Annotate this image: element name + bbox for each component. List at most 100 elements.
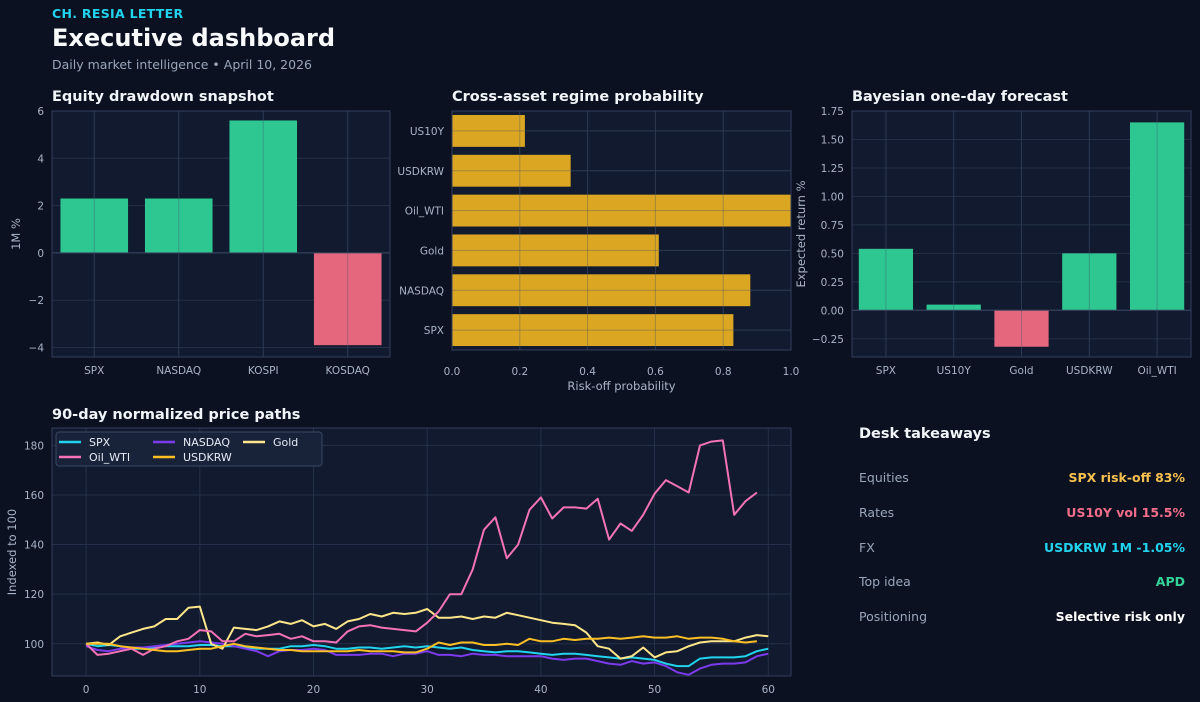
y-tick-label: 1.25 (821, 163, 844, 175)
legend-label: SPX (89, 436, 111, 449)
brand-label: CH. RESIA LETTER (52, 6, 184, 21)
y-tick-label: USDKRW (397, 166, 444, 178)
forecast-chart-title: Bayesian one-day forecast (852, 89, 1068, 105)
page-title: Executive dashboard (52, 24, 336, 52)
bar (229, 120, 298, 253)
x-tick-label: 10 (193, 684, 206, 696)
series-line-oil_wti (85, 439, 758, 656)
bar (858, 248, 914, 311)
y-tick-label: 140 (24, 540, 44, 552)
regime-chart: 0.0 0.2 0.4 0.6 0.8 1.0 SPX NASDAQ Gold Oil_WTI US… (397, 110, 800, 393)
y-tick-label: 0.25 (821, 277, 844, 289)
x-tick-label: 20 (307, 684, 320, 696)
y-tick-label: 4 (37, 153, 44, 165)
bar (144, 198, 213, 253)
x-tick-label: KOSPI (248, 365, 279, 377)
legend-label: Gold (273, 436, 298, 449)
bar (60, 198, 129, 253)
y-tick-label: −2 (29, 295, 44, 307)
bar (452, 234, 659, 267)
y-tick-label: 180 (24, 440, 44, 452)
page-subtitle: Daily market intelligence • April 10, 20… (52, 57, 312, 72)
y-tick-label: US10Y (410, 126, 445, 138)
y-tick-label: −0.25 (812, 334, 844, 346)
takeaway-row-positioning: Positioning Selective risk only (859, 609, 1185, 627)
x-tick-label: US10Y (937, 365, 972, 377)
plot-border (51, 427, 792, 677)
bar (313, 252, 382, 346)
takeaways-title: Desk takeaways (859, 426, 991, 442)
x-tick-label: USDKRW (1066, 365, 1113, 377)
y-tick-label: Oil_WTI (405, 206, 444, 218)
paths-chart-title: 90-day normalized price paths (52, 407, 301, 423)
x-tick-label: 0.8 (715, 366, 732, 378)
y-tick-label: 1.00 (821, 191, 844, 203)
x-tick-label: 0.6 (647, 366, 664, 378)
takeaway-value: APD (1155, 574, 1185, 589)
takeaway-value: USDKRW 1M -1.05% (1043, 540, 1185, 555)
takeaway-label: FX (859, 540, 875, 555)
y-axis-label: 1M % (9, 218, 23, 250)
takeaway-row-fx: FX USDKRW 1M -1.05% (859, 540, 1185, 558)
bar (926, 304, 981, 311)
y-axis-label: Indexed to 100 (5, 509, 19, 596)
series-line-spx (85, 642, 769, 668)
x-tick-label: NASDAQ (156, 365, 201, 377)
plot-border (451, 110, 792, 351)
y-tick-label: Gold (420, 245, 444, 257)
y-tick-label: −4 (29, 343, 45, 355)
takeaway-row-rates: Rates US10Y vol 15.5% (859, 505, 1185, 523)
paths-chart: 0 10 20 30 40 50 60 100 120 140 160 180 Indexed to 1… (5, 427, 792, 696)
legend-label: NASDAQ (183, 436, 230, 449)
takeaway-value: US10Y vol 15.5% (1066, 505, 1185, 520)
x-tick-label: 0 (83, 684, 90, 696)
y-tick-label: NASDAQ (399, 285, 444, 297)
x-tick-label: 1.0 (783, 366, 800, 378)
y-tick-label: 6 (37, 106, 44, 118)
y-tick-label: 1.75 (821, 106, 844, 118)
y-tick-label: 0.00 (821, 305, 844, 317)
bar (452, 114, 525, 147)
drawdown-chart: −4 −2 0 2 4 6 SPX NASDAQ KOSPI KOSDAQ 1M % (9, 106, 391, 377)
takeaway-row-equities: Equities SPX risk-off 83% (859, 470, 1185, 488)
legend-label: USDKRW (183, 451, 232, 464)
bar (452, 194, 791, 227)
x-tick-label: 50 (648, 684, 661, 696)
y-tick-label: 100 (24, 639, 44, 651)
y-tick-label: 0.75 (821, 220, 844, 232)
regime-chart-title: Cross-asset regime probability (452, 89, 704, 105)
plot-border (51, 110, 391, 358)
bar (452, 274, 751, 307)
x-tick-label: SPX (876, 365, 896, 377)
plot-border (851, 110, 1192, 358)
x-tick-label: 0.4 (579, 366, 596, 378)
x-tick-label: 60 (762, 684, 775, 696)
forecast-chart: −0.25 0.00 0.25 0.50 0.75 1.00 1.25 1.50 1.75 SPX… (794, 106, 1192, 377)
x-tick-label: Gold (1009, 365, 1033, 377)
series-line-usdkrw (86, 635, 758, 654)
takeaway-value: SPX risk-off 83% (1068, 470, 1185, 485)
y-tick-label: 0.50 (821, 248, 844, 260)
takeaway-label: Top idea (859, 574, 911, 589)
bar (452, 314, 734, 347)
x-tick-label: Oil_WTI (1137, 365, 1176, 377)
drawdown-chart-title: Equity drawdown snapshot (52, 89, 274, 105)
y-tick-label: 160 (24, 490, 44, 502)
takeaway-row-top-idea: Top idea APD (859, 574, 1185, 592)
bar (1129, 122, 1185, 311)
takeaway-value: Selective risk only (1055, 609, 1185, 624)
takeaway-label: Rates (859, 505, 895, 520)
plot-area (52, 428, 791, 676)
y-tick-label: 0 (37, 248, 44, 260)
legend-label: Oil_WTI (89, 451, 130, 464)
y-axis-label: Expected return % (794, 180, 808, 287)
bar (994, 310, 1049, 347)
takeaway-label: Positioning (859, 609, 927, 624)
bar (452, 154, 571, 187)
x-tick-label: SPX (84, 365, 104, 377)
x-axis-label: Risk-off probability (567, 379, 675, 393)
series-line-nasdaq (85, 640, 769, 676)
bar (1062, 253, 1117, 311)
plot-area (452, 111, 791, 350)
